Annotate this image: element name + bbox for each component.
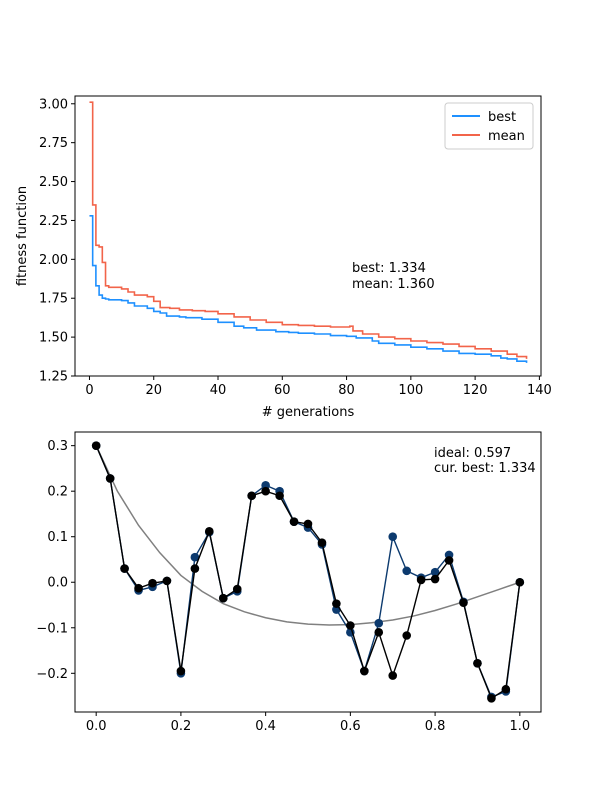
fitness-y-tick-label: 2.25 [39, 214, 68, 229]
candidate-point-2 [473, 658, 482, 668]
candidate-point-2 [430, 574, 440, 584]
candidate-point-2 [247, 491, 256, 501]
fitness-y-tick-label: 2.50 [39, 175, 68, 190]
curve-annotation-best: cur. best: 1.334 [434, 461, 536, 476]
fitness-y-tick-label: 1.75 [39, 292, 68, 307]
series-line-best [89, 214, 528, 363]
candidate-point-2 [444, 556, 454, 565]
candidate-point-2 [317, 538, 327, 547]
fitness-plot-area [89, 101, 528, 363]
curve-chart: 0.0 0.2 0.4 0.6 0.8 1.0 −0.2 −0.1 0.0 0.1 0.2 0.3 i… [36, 431, 542, 734]
candidate-point-1 [388, 532, 398, 542]
fitness-legend: best mean [444, 102, 534, 150]
candidate-point-2 [134, 583, 143, 593]
curve-y-tick-label: 0.2 [47, 485, 68, 500]
candidate-point-2 [388, 671, 398, 680]
curve-x-tick-label: 0.4 [255, 719, 276, 734]
curve-plot-area [91, 441, 525, 703]
candidate-point-2 [148, 578, 157, 588]
candidate-point-2 [261, 486, 270, 496]
legend-frame [444, 102, 534, 150]
fitness-ticks: 0 20 40 60 80 100 120 140 1.25 1.50 1.75 2.00 2.25 2.… [39, 97, 552, 398]
fitness-x-tick-label: 120 [463, 383, 488, 398]
curve-x-tick-label: 1.0 [509, 719, 530, 734]
curve-x-tick-label: 0.8 [425, 719, 446, 734]
candidate-point-1 [261, 480, 270, 490]
curve-y-tick-label: 0.3 [47, 439, 68, 454]
curve-x-tick-label: 0.2 [171, 719, 192, 734]
fitness-chart: 0 20 40 60 80 100 120 140 1.25 1.50 1.75 2.00 2.25 2.… [15, 95, 552, 420]
fitness-x-tick-label: 0 [85, 383, 93, 398]
candidate-point-2 [218, 593, 228, 603]
candidate-point-1 [374, 618, 384, 628]
fitness-annotation-best: best: 1.334 [352, 261, 426, 276]
candidate-point-1 [402, 566, 412, 576]
fitness-y-tick-label: 2.00 [39, 253, 68, 268]
curve-x-tick-label: 0.6 [340, 719, 361, 734]
candidate-point-2 [204, 526, 214, 536]
legend-label-best: best [488, 110, 516, 125]
fitness-y-tick-label: 2.75 [39, 136, 68, 151]
curve-axes-frame [74, 431, 542, 713]
fitness-x-tick-label: 100 [398, 383, 423, 398]
candidate-point-2 [416, 575, 426, 585]
curve-y-tick-label: −0.1 [36, 621, 68, 636]
candidate-point-2 [232, 584, 242, 594]
candidate-point-2 [501, 684, 511, 694]
candidate-point-2 [303, 519, 313, 529]
curve-ticks: 0.0 0.2 0.4 0.6 0.8 1.0 −0.2 −0.1 0.0 0.1 0.2 0.3 [36, 439, 530, 734]
fitness-y-tick-label: 3.00 [39, 97, 68, 112]
candidate-point-2 [120, 564, 129, 573]
fitness-x-tick-label: 40 [210, 383, 227, 398]
fitness-y-tick-label: 1.25 [39, 370, 68, 385]
candidate-point-2 [332, 599, 341, 608]
candidate-point-2 [346, 621, 355, 630]
candidate-point-2 [487, 694, 496, 703]
candidate-point-2 [360, 666, 369, 676]
fitness-x-axis-label: # generations [262, 405, 355, 420]
candidate-point-1 [190, 552, 200, 562]
candidate-point-1 [430, 567, 440, 577]
fitness-x-tick-label: 80 [338, 383, 355, 398]
curve-y-tick-label: 0.0 [47, 576, 68, 591]
candidate-point-2 [162, 576, 172, 586]
candidate-point-2 [289, 517, 299, 526]
fitness-y-tick-label: 1.50 [39, 331, 68, 346]
curve-x-tick-label: 0.0 [86, 719, 107, 734]
candidate-point-2 [190, 564, 200, 573]
fitness-annotation-mean: mean: 1.360 [352, 277, 435, 292]
candidate-point-2 [402, 631, 412, 640]
candidate-point-2 [459, 598, 468, 608]
candidate-point-2 [275, 491, 284, 501]
fitness-x-tick-label: 140 [527, 383, 552, 398]
candidate-point-2 [91, 441, 101, 450]
curve-y-tick-label: 0.1 [47, 530, 68, 545]
ideal-curve [95, 445, 521, 626]
fitness-y-axis-label: fitness function [15, 186, 30, 286]
curve-y-tick-label: −0.2 [36, 667, 68, 682]
candidate-point-2 [176, 666, 186, 676]
candidate-point-2 [515, 577, 525, 587]
fitness-x-tick-label: 60 [274, 383, 291, 398]
series-line-mean [89, 101, 528, 359]
fitness-axes-frame [74, 95, 542, 377]
fitness-x-tick-label: 20 [145, 383, 162, 398]
candidate-point-2 [105, 474, 115, 483]
curve-annotation-ideal: ideal: 0.597 [434, 446, 511, 461]
legend-label-mean: mean [488, 129, 525, 144]
candidate-point-2 [374, 628, 384, 637]
